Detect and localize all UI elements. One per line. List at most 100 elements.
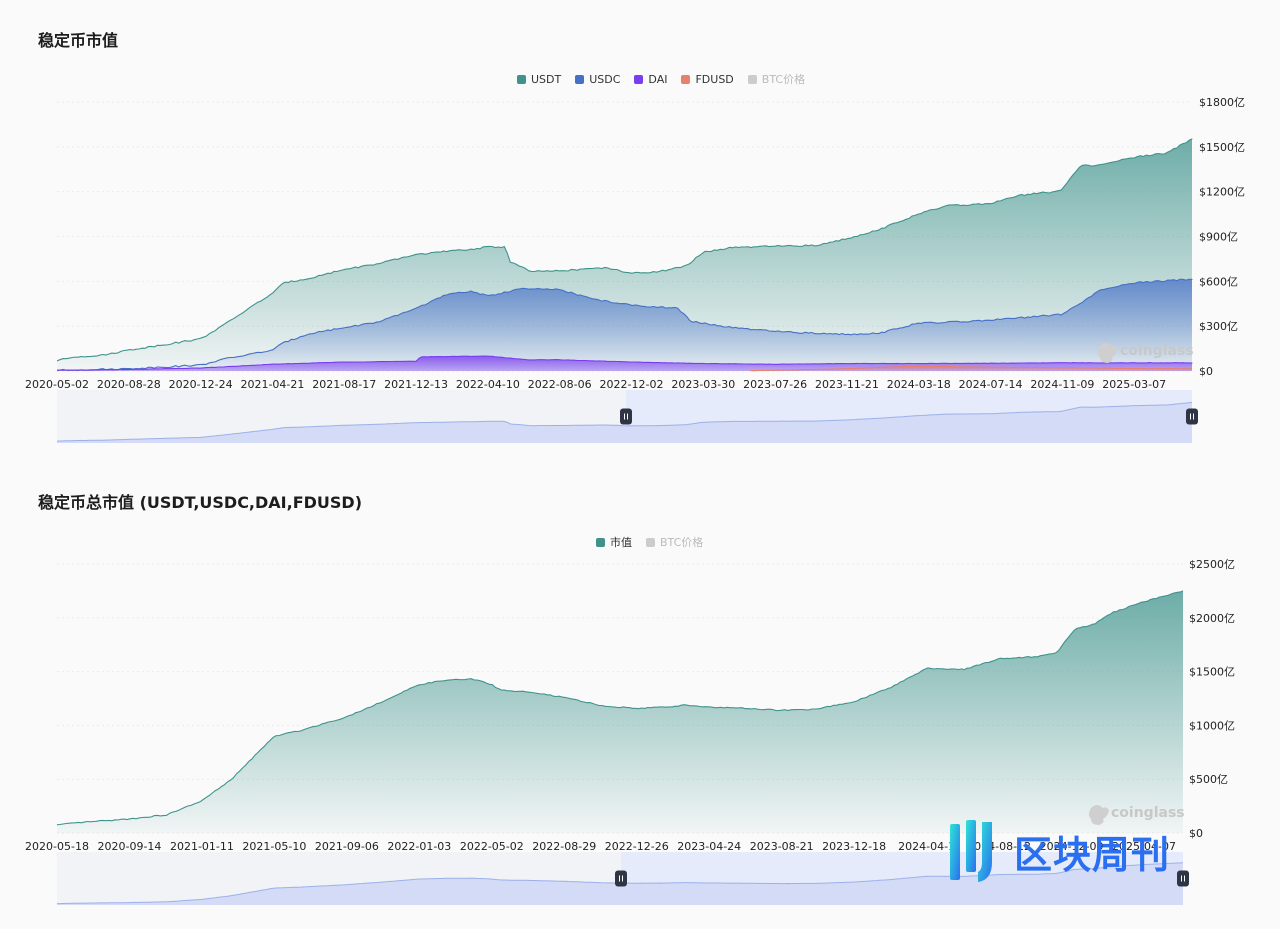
- legend-item-btc-2[interactable]: BTC价格: [646, 534, 703, 550]
- x-tick-label: 2022-05-02: [460, 840, 524, 853]
- x-tick-label: 2022-08-29: [532, 840, 596, 853]
- brand-mark-icon: [950, 820, 992, 882]
- legend-item-btc[interactable]: BTC价格: [747, 71, 806, 87]
- legend-swatch-total: [596, 537, 605, 547]
- x-tick-label: 2025-04-07: [1112, 840, 1176, 853]
- x-tick-label: 2024-12-09: [1040, 840, 1104, 853]
- chart2-title: 稳定币总市值 (USDT,USDC,DAI,FDUSD): [38, 493, 363, 512]
- legend-label-usdc: USDC: [589, 72, 621, 86]
- legend-swatch-btc: [747, 74, 757, 84]
- watermark: coinglass: [1089, 805, 1185, 825]
- range-handle-right[interactable]: [1186, 408, 1198, 425]
- x-tick-label: 2022-12-26: [605, 840, 669, 853]
- x-tick-label: 2023-11-21: [815, 378, 879, 391]
- x-tick-label: 2024-04-1: [898, 840, 955, 853]
- x-tick-label: 2024-07-14: [959, 378, 1023, 391]
- legend-item-fdusd[interactable]: FDUSD: [681, 72, 734, 86]
- x-tick-label: 2021-09-06: [315, 840, 379, 853]
- series-area-usdc: [57, 279, 1192, 371]
- range-handle-right[interactable]: [1177, 870, 1189, 887]
- range-handle-grip[interactable]: [1186, 408, 1198, 425]
- y-tick-label: $2500亿: [1189, 558, 1235, 571]
- x-tick-label: 2022-01-03: [387, 840, 451, 853]
- x-tick-label: 2025-03-07: [1102, 378, 1166, 391]
- range-handle-left[interactable]: [620, 408, 632, 425]
- series-area-usdt: [57, 138, 1192, 371]
- series-line-usdc: [56, 278, 1193, 372]
- y-tick-label: $0: [1189, 827, 1203, 840]
- y-tick-label: $2000亿: [1189, 612, 1235, 625]
- legend-item-usdt[interactable]: USDT: [517, 73, 561, 86]
- watermark-text: coinglass: [1120, 343, 1194, 359]
- x-tick-label: 2022-08-06: [528, 378, 592, 391]
- x-tick-label: 2023-08-21: [750, 840, 814, 853]
- x-tick-label: 2020-05-18: [25, 840, 89, 853]
- x-tick-label: 2022-04-10: [456, 378, 520, 391]
- range-handle-left[interactable]: [615, 870, 627, 887]
- chart1-range-slider[interactable]: [56, 390, 1198, 443]
- series-line-fdusd: [750, 365, 1193, 372]
- x-tick-label: 2023-03-30: [671, 378, 735, 391]
- range-handle-grip[interactable]: [1177, 870, 1189, 887]
- coinglass-logo-icon: [1098, 343, 1118, 363]
- x-tick-label: 2020-09-14: [97, 840, 161, 853]
- y-tick-label: $600亿: [1199, 275, 1238, 288]
- watermark-text: coinglass: [1111, 805, 1185, 821]
- legend-swatch-dai: [634, 74, 644, 84]
- legend-swatch-fdusd: [681, 74, 691, 84]
- y-tick-label: $500亿: [1189, 773, 1228, 786]
- range-handle-grip[interactable]: [620, 408, 632, 425]
- range-handle-grip[interactable]: [615, 870, 627, 887]
- brand-logo: 区块周刊: [948, 816, 1170, 886]
- brand-text: 区块周刊: [1014, 832, 1171, 877]
- legend-swatch-usdc: [575, 74, 585, 84]
- x-tick-label: 2020-05-02: [25, 378, 89, 391]
- legend-label-total: 市值: [610, 536, 632, 549]
- x-tick-label: 2024-03-18: [887, 378, 951, 391]
- chart1-legend: USDT USDC DAI FDUSD BTC价格: [517, 71, 805, 87]
- y-tick-label: $1000亿: [1189, 719, 1235, 732]
- chart1-title: 稳定币市值: [38, 31, 119, 50]
- y-tick-label: $1500亿: [1189, 666, 1235, 679]
- legend-item-usdc[interactable]: USDC: [575, 73, 620, 86]
- series-line-total: [56, 590, 1184, 826]
- watermark: coinglass: [1098, 343, 1194, 363]
- chart2-legend: 市值 BTC价格: [596, 534, 703, 550]
- legend-label-usdt: USDT: [531, 72, 562, 86]
- y-tick-label: $1500亿: [1199, 141, 1245, 154]
- y-tick-label: $1800亿: [1199, 96, 1245, 109]
- legend-item-total[interactable]: 市值: [596, 534, 632, 550]
- x-tick-label: 2021-04-21: [240, 378, 304, 391]
- x-tick-label: 2021-08-17: [312, 378, 376, 391]
- y-tick-label: $900亿: [1199, 231, 1238, 244]
- chart2-svg: $0 $500亿 $1000亿 $1500亿 $2000亿 $2500亿 2020-05-1…: [25, 558, 1235, 905]
- legend-swatch-usdt: [517, 74, 526, 84]
- x-tick-label: 2024-11-09: [1030, 378, 1094, 391]
- x-tick-label: 2021-05-10: [242, 840, 306, 853]
- y-tick-label: $1200亿: [1199, 186, 1245, 199]
- y-tick-label: $0: [1199, 365, 1213, 378]
- coinglass-logo-icon: [1089, 805, 1109, 825]
- y-tick-label: $300亿: [1199, 320, 1238, 333]
- range-mini-area: [57, 402, 1192, 443]
- x-tick-label: 2020-08-28: [97, 378, 161, 391]
- series-line-dai: [56, 355, 1193, 371]
- x-tick-label: 2023-04-24: [677, 840, 741, 853]
- legend-label-fdusd: FDUSD: [695, 72, 734, 86]
- legend-label-btc-2: BTC价格: [660, 536, 704, 549]
- x-tick-label: 2023-12-18: [822, 840, 886, 853]
- range-mini-line: [56, 401, 1193, 442]
- x-tick-label: 2023-07-26: [743, 378, 807, 391]
- series-line-usdt: [56, 138, 1193, 362]
- x-tick-label: 2021-12-13: [384, 378, 448, 391]
- legend-label-btc: BTC价格: [761, 73, 806, 86]
- legend-item-dai[interactable]: DAI: [634, 73, 667, 86]
- legend-label-dai: DAI: [648, 72, 668, 86]
- chart2-range-slider[interactable]: [57, 852, 1189, 905]
- x-tick-label: 2020-12-24: [169, 378, 233, 391]
- x-tick-label: 2022-12-02: [600, 378, 664, 391]
- chart1-svg: $0 $300亿 $600亿 $900亿 $1200亿 $1500亿 $1800亿 2020-…: [25, 96, 1245, 443]
- x-tick-label: 2021-01-11: [170, 840, 234, 853]
- series-area-fdusd: [750, 366, 1192, 371]
- legend-swatch-btc-2: [646, 537, 655, 547]
